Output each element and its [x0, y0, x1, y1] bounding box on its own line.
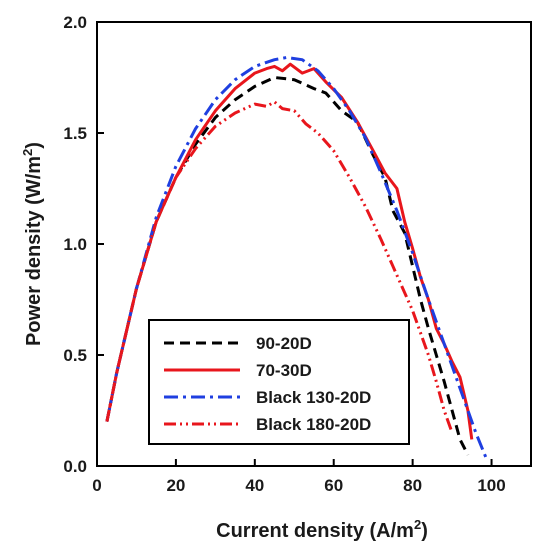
x-axis-label-text: Current density (A/m: [216, 520, 414, 542]
series-line-3: [105, 56, 489, 463]
y-axis-label-close: ): [23, 142, 45, 149]
y-axis-label-text: Power density (W/m: [23, 156, 45, 346]
series-line-4: [105, 100, 454, 434]
svg-text:Power density (W/m2): Power density (W/m2): [20, 142, 45, 346]
legend: 90-20D 70-30D Black 130-20D Black 180-20D: [148, 319, 410, 445]
x-tick-label: 0: [92, 476, 101, 495]
y-axis-label-superscript: 2: [20, 149, 35, 156]
y-tick-label: 1.0: [63, 235, 87, 254]
legend-label: 70-30D: [256, 361, 312, 380]
legend-label: Black 180-20D: [256, 415, 371, 434]
x-tick-label: 80: [403, 476, 422, 495]
y-tick-label: 0.0: [63, 457, 87, 476]
series-line-2: [105, 62, 474, 440]
y-tick-label: 0.5: [63, 346, 87, 365]
legend-label: Black 130-20D: [256, 388, 371, 407]
svg-text:Current density (A/m2): Current density (A/m2): [216, 517, 428, 542]
series-lines: [105, 56, 489, 463]
axis-ticks: 0 20 40 60 80 100 0.0 0.5 1.0 1.5 2.0: [63, 13, 505, 495]
x-tick-label: 60: [324, 476, 343, 495]
x-tick-label: 40: [245, 476, 264, 495]
x-axis-label-close: ): [421, 520, 428, 542]
x-tick-label: 100: [477, 476, 505, 495]
y-tick-label: 1.5: [63, 124, 87, 143]
legend-label: 90-20D: [256, 334, 312, 353]
x-axis-label: Current density (A/m2): [216, 517, 428, 542]
plot-frame: [96, 21, 532, 467]
legend-entries: 90-20D 70-30D Black 130-20D Black 180-20D: [164, 334, 371, 434]
x-tick-label: 20: [166, 476, 185, 495]
y-tick-label: 2.0: [63, 13, 87, 32]
x-axis-label-superscript: 2: [414, 517, 421, 532]
y-axis-label: Power density (W/m2): [20, 142, 45, 346]
